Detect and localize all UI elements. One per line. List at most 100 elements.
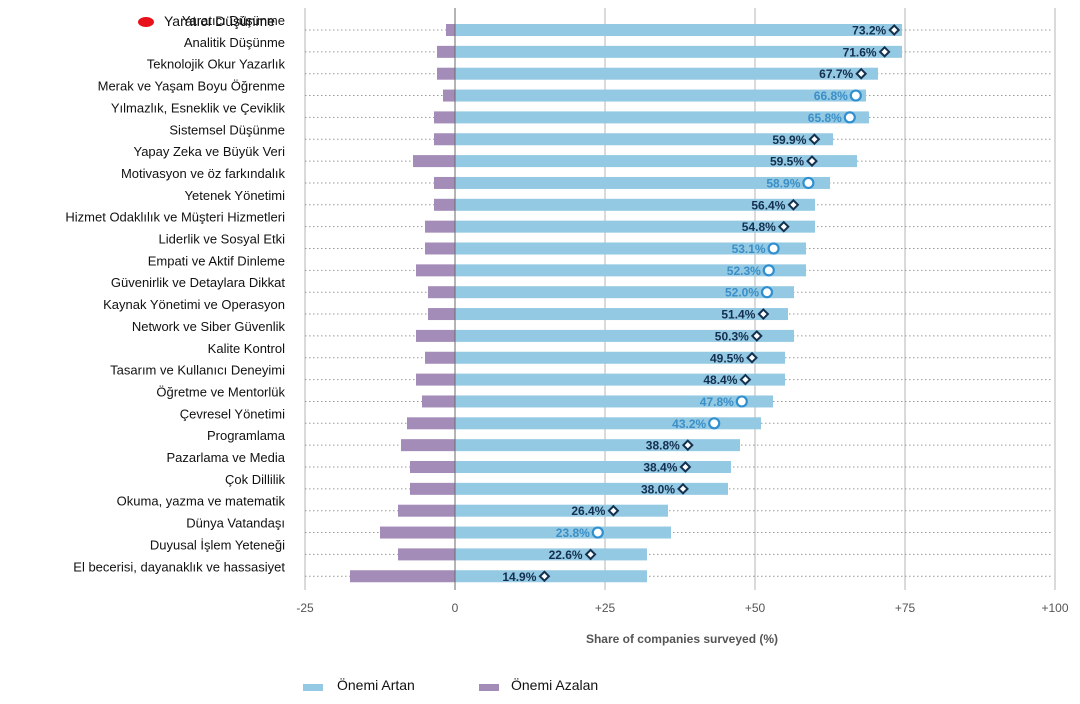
bar-decreasing [350,570,455,583]
net-marker [538,570,551,583]
bar-increasing [455,373,785,386]
bar-decreasing [416,329,455,342]
legend: Yaratıcı Düşünme Önemi Artan Önemi Azalan [138,13,598,693]
bar-decreasing [380,526,455,539]
value-label: 67.7% [819,67,853,81]
value-label: 51.4% [721,308,755,322]
x-axis-title: Share of companies surveyed (%) [586,632,778,646]
category-label: Çok Dillilik [225,472,285,487]
value-label: 59.9% [772,133,806,147]
legend-swatch-decreasing [479,684,499,691]
bar-increasing [455,286,794,299]
bar-increasing [455,176,830,189]
legend-swatch-increasing [303,684,323,691]
net-marker [591,526,604,539]
value-label: 22.6% [549,548,583,562]
bar-increasing [455,329,794,342]
net-marker [787,198,800,211]
category-label: Network ve Siber Güvenlik [132,319,286,334]
bar-increasing [455,89,866,102]
category-label: Motivasyon ve öz farkındalık [121,166,286,181]
bar-increasing [455,220,815,233]
bar-decreasing [416,264,455,277]
category-label: Yaratıcı Düşünme [182,13,285,28]
net-marker [607,504,620,517]
bar-decreasing [443,89,455,102]
value-label: 58.9% [766,176,800,190]
value-label: 52.3% [727,264,761,278]
bar-decreasing [434,133,455,146]
value-label: 48.4% [703,373,737,387]
bar-decreasing [422,395,455,408]
net-marker [806,155,818,168]
bar-increasing [455,482,728,495]
net-marker [762,264,775,277]
bar-decreasing [428,308,455,321]
category-label: Liderlik ve Sosyal Etki [159,232,286,247]
value-label: 59.5% [770,155,804,169]
net-markers: 73.2% 71.6% 67.7% 66.8% 65.8%59.9% 59.5% 58.9%… [502,24,901,584]
bar-increasing [455,24,902,36]
net-marker [708,417,721,430]
bar-increasing [455,111,869,124]
value-label: 65.8% [808,111,842,125]
bar-decreasing [437,45,455,58]
bar-increasing [455,45,902,58]
net-marker [802,176,815,190]
category-label: Tasarım ve Kullanıcı Deneyimi [110,363,285,378]
bar-increasing [455,264,806,277]
value-label: 52.0% [725,286,759,300]
net-marker [584,548,597,561]
bar-increasing [455,548,647,561]
bar-decreasing [416,373,455,386]
bar-decreasing [398,548,455,561]
value-label: 23.8% [556,526,590,540]
value-label: 53.1% [732,242,766,256]
category-label: El becerisi, dayanaklık ve hassasiyet [73,559,285,574]
value-label: 54.8% [742,220,776,234]
legend-label: Yaratıcı Düşünme [164,13,275,29]
category-label: Yapay Zeka ve Büyük Veri [133,144,285,159]
net-marker [808,133,821,146]
bar-decreasing [428,286,455,299]
value-label: 49.5% [710,351,744,365]
bar-decreasing [434,176,455,189]
net-marker [679,461,692,473]
net-marker [681,439,694,452]
bar-decreasing [407,417,455,430]
category-label: Duyusal İşlem Yeteneği [150,537,285,552]
category-label: Teknolojik Okur Yazarlık [147,57,286,72]
bar-increasing [455,351,785,364]
bar-decreasing [398,504,455,517]
bar-decreasing [425,242,455,255]
category-label: Pazarlama ve Media [167,450,286,465]
legend-label: Önemi Azalan [511,676,598,693]
bar-increasing [455,395,773,408]
net-marker [849,89,862,102]
net-marker [750,329,763,342]
category-label: Merak ve Yaşam Boyu Öğrenme [98,79,285,94]
bar-decreasing [425,351,455,364]
bar-increasing [455,242,806,255]
bar-increasing [455,133,833,146]
category-label: Empati ve Aktif Dinleme [148,253,285,268]
value-label: 66.8% [814,89,848,103]
value-label: 43.2% [672,417,706,431]
category-label: Yetenek Yönetimi [185,188,286,203]
category-label: Çevresel Yönetimi [180,406,285,421]
bars-layer [350,24,902,583]
category-label: Öğretme ve Mentorlük [156,384,285,399]
net-marker [843,111,856,124]
category-label: Yılmazlık, Esneklik ve Çeviklik [111,100,286,115]
x-tick-label: 0 [452,601,459,615]
value-label: 73.2% [852,24,886,38]
category-labels: Yaratıcı Düşünme Analitik Düşünme Teknoloj… [65,13,285,574]
category-label: Sistemsel Düşünme [169,122,285,137]
net-marker [777,220,790,233]
category-label: Okuma, yazma ve matematik [117,494,286,509]
net-marker [739,373,752,386]
bar-decreasing [434,111,455,124]
category-label: Programlama [207,428,286,443]
bar-increasing [455,504,668,517]
